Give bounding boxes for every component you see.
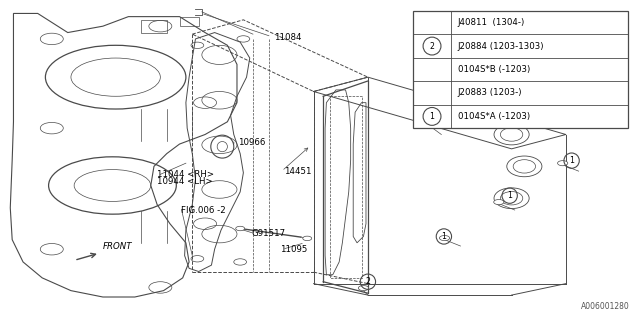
Text: 1: 1 [429,112,435,121]
Circle shape [493,199,504,204]
Circle shape [358,285,369,291]
Circle shape [557,161,568,166]
Text: FRONT: FRONT [103,243,132,252]
Text: 0104S*B (-1203): 0104S*B (-1203) [458,65,530,74]
Text: J40811  (1304-): J40811 (1304-) [458,18,525,27]
Text: G91517: G91517 [252,229,286,238]
Bar [179,17,198,26]
Text: 11044 <RH>: 11044 <RH> [157,170,214,179]
Text: 2: 2 [365,277,371,286]
Text: 14451: 14451 [284,167,312,176]
Ellipse shape [217,141,227,152]
Circle shape [440,236,450,241]
Text: J20884 (1203-1303): J20884 (1203-1303) [458,42,545,51]
Bar [141,20,167,33]
Text: 11084: 11084 [274,33,301,42]
Text: 1: 1 [507,191,512,200]
Text: 0104S*A (-1203): 0104S*A (-1203) [458,112,530,121]
Text: J20883 (1203-): J20883 (1203-) [458,88,522,98]
FancyBboxPatch shape [413,11,628,128]
Text: 10944 <LH>: 10944 <LH> [157,177,212,186]
Text: 2: 2 [429,42,435,51]
Text: 1: 1 [442,232,446,241]
Text: 13115*A <RH>: 13115*A <RH> [424,112,492,121]
Circle shape [303,236,312,241]
Text: 10966: 10966 [238,138,266,147]
Circle shape [236,226,244,231]
Text: 11095: 11095 [280,245,307,254]
Text: A006001280: A006001280 [581,302,630,311]
Text: FIG.006 -2: FIG.006 -2 [181,206,226,215]
Text: 1: 1 [569,156,574,165]
Text: 13115*B <LH>: 13115*B <LH> [424,119,490,128]
